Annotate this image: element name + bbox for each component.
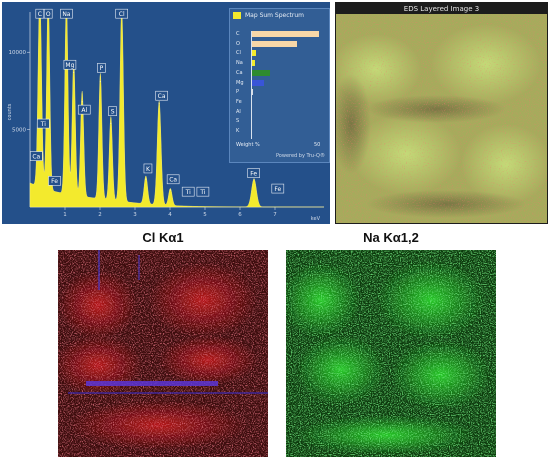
inset-bar-ca xyxy=(251,69,270,76)
inset-bar-o xyxy=(251,40,298,47)
peak-label: Al xyxy=(81,107,87,114)
peak-label-box xyxy=(63,59,77,70)
y-tick-label: 10000 xyxy=(9,50,27,56)
spectrum-peak-ca xyxy=(158,102,160,104)
inset-element-label: P xyxy=(236,89,240,96)
peak-label: Mg xyxy=(65,62,74,69)
x-axis-label: keV xyxy=(311,216,321,222)
peak-label: K xyxy=(146,166,151,173)
spectrum-peak-ca xyxy=(169,189,171,191)
peak-label-box xyxy=(166,174,180,185)
inset-element-label: Mg xyxy=(236,79,244,86)
inset-element-label: Fe xyxy=(236,98,242,105)
peak-label: Fe xyxy=(51,178,58,185)
na-element-map xyxy=(286,250,496,457)
peak-label: Na xyxy=(62,11,70,18)
spectrum-peak-fe xyxy=(253,178,255,180)
inset-x-label: Weight % xyxy=(236,142,260,148)
spectrum-series-fill xyxy=(29,11,325,208)
peak-label-box xyxy=(29,151,43,161)
peak-label: P xyxy=(100,65,104,72)
x-tick-label: 2 xyxy=(98,212,102,218)
inset-legend: Map Sum Spectrum xyxy=(233,12,304,19)
inset-element-label: Ca xyxy=(236,69,243,76)
peak-label-box xyxy=(43,8,53,19)
cl-map-title: Cl Kα1 xyxy=(142,230,184,245)
legend-swatch xyxy=(233,12,241,19)
peak-label: O xyxy=(46,11,51,18)
peak-label-box xyxy=(77,104,91,115)
inset-x-max: 50 xyxy=(314,142,321,148)
na-map-title: Na Kα1,2 xyxy=(363,230,419,245)
peak-label-box xyxy=(247,168,260,178)
inset-element-label: K xyxy=(236,128,240,134)
inset-element-label: C xyxy=(236,31,240,37)
inset-element-label: O xyxy=(236,40,240,47)
spectrum-peak-s xyxy=(110,122,112,125)
x-tick-label: 3 xyxy=(133,212,137,218)
y-axis-label: counts xyxy=(7,103,13,120)
peak-label: Cl xyxy=(119,11,125,18)
inset-bar-c xyxy=(251,31,319,37)
spectrum-peak-mg xyxy=(73,71,75,73)
peak-label: Ti xyxy=(40,121,46,128)
x-tick-label: 1 xyxy=(63,212,67,218)
peak-label-box xyxy=(35,8,45,19)
inset-element-label: Na xyxy=(236,60,243,67)
inset-element-label: Cl xyxy=(236,50,241,57)
x-tick-label: 6 xyxy=(238,212,242,218)
x-tick-label: 7 xyxy=(273,212,277,218)
eds-image-title: EDS Layered Image 3 xyxy=(403,5,480,13)
peak-label-box xyxy=(155,90,168,101)
peak-label: Ti xyxy=(199,189,205,196)
peak-label-box xyxy=(115,8,128,19)
tru-q-footer: Powered by Tru-Q® xyxy=(275,153,325,159)
eds-layered-image-panel: EDS Layered Image 3 xyxy=(335,2,548,224)
eds-spectrum-chart: 1 2 3 4 5 6 7 5000 10000 C O Na Cl Mg P Al S Ti Ca Fe Ca K Ca… xyxy=(2,2,330,224)
peak-label-box xyxy=(108,106,117,116)
inset-element-label: Al xyxy=(236,108,241,115)
x-tick-label: 5 xyxy=(203,212,207,218)
peak-label: Ca xyxy=(169,177,177,184)
inset-bar-na xyxy=(251,60,255,67)
cl-element-map xyxy=(58,250,268,457)
peak-label-box xyxy=(48,176,61,186)
peak-label: C xyxy=(38,11,42,18)
eds-layered-image xyxy=(336,14,547,223)
inset-element-label: S xyxy=(236,118,240,125)
inset-bar-p xyxy=(251,89,254,96)
spectrum-peak-k xyxy=(145,178,147,180)
peak-label-box xyxy=(60,8,73,19)
peak-label-box xyxy=(181,186,195,197)
spectrum-peak-al xyxy=(81,101,83,103)
inset-bar-cl xyxy=(251,50,257,57)
peak-label: Ti xyxy=(185,189,191,196)
peak-label-box xyxy=(97,63,106,73)
peak-label: Fe xyxy=(250,170,257,177)
peak-label-box xyxy=(36,118,50,129)
peak-label-box xyxy=(196,186,210,197)
legend-label: Map Sum Spectrum xyxy=(245,12,305,19)
spectrum-peak-p xyxy=(99,81,101,83)
peak-label: S xyxy=(111,108,115,115)
peak-label: Ca xyxy=(158,93,166,100)
peak-label: Ca xyxy=(32,153,40,160)
x-tick-label: 4 xyxy=(168,212,172,218)
weight-percent-inset: Map Sum Spectrum C O Cl Na Ca Mg P Fe Al S K Weigh… xyxy=(229,8,330,163)
peak-label-box xyxy=(143,163,153,174)
inset-bar-mg xyxy=(251,79,264,86)
peak-label-box xyxy=(271,183,285,194)
inset-axis-line xyxy=(251,31,252,139)
peak-label: Fe xyxy=(274,186,281,193)
y-tick-label: 5000 xyxy=(12,128,26,134)
